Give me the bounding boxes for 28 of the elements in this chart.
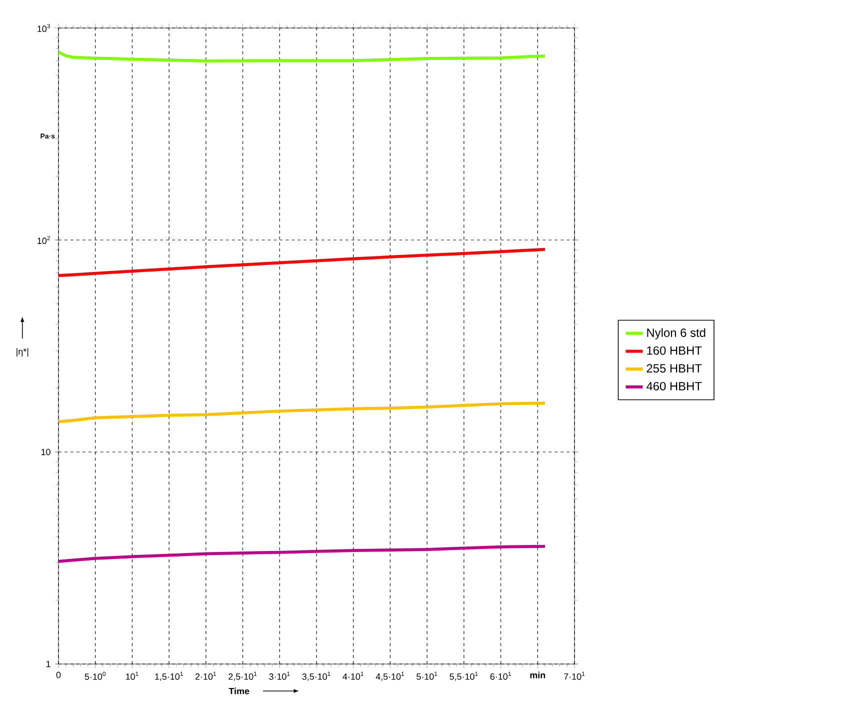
y-tick-label: 10$^{3}$ [38,24,50,32]
x-tick-label: 4·10$^{1}$ [342,672,364,680]
x-tick-label: 6·10$^{1}$ [490,672,511,680]
x-tick-label: 3,5·10$^{1}$ [302,672,330,681]
x-tick-label: 4,5·10$^{1}$ [376,672,404,681]
x-tick-label: 10$^{1}$ [126,672,138,680]
y-axis-title: |η*| [16,348,28,357]
x-tick-label: 0 [56,672,61,678]
x-tick-label: 2,5·10$^{1}$ [228,672,257,681]
y-tick-label: 10 [41,448,50,456]
x-tick-label: 1,5·10$^{1}$ [155,672,183,681]
legend-label: 160 HBHT [647,346,702,355]
legend-label: 255 HBHT [646,364,702,373]
x-tick-label: 5·10$^{1}$ [416,672,438,680]
line-series [57,248,547,278]
legend-label: Nylon 6 std [647,328,706,340]
x-tick-label: min [530,672,546,678]
x-tick-label: 2·10$^{1}$ [195,672,216,680]
line-series [57,402,547,424]
x-tick-label: 3·10$^{1}$ [269,672,290,680]
y-tick-label: 10$^{2}$ [38,236,50,244]
x-tick-label: 5·10$^{0}$ [84,672,106,680]
x-axis-title: Time [228,688,250,694]
legend-label: 460 HBHT [646,382,702,390]
line-series [57,544,547,563]
x-tick-label: 7·10$^{1}$ [564,672,585,680]
x-tick-label: 5,5·10$^{1}$ [450,672,478,681]
y-tick-label: 1 [46,660,50,668]
